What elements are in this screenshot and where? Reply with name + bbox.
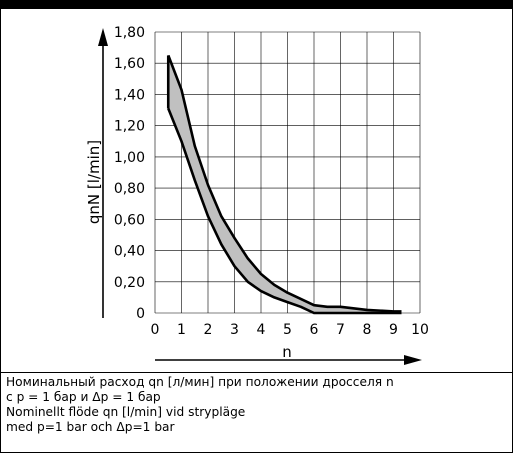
- chart-axes: [98, 28, 422, 365]
- x-tick-label: 8: [363, 322, 372, 338]
- caption-line-1: Номинальный расход qn [л/мин] при положе…: [6, 375, 394, 389]
- flow-chart: 0 1 2 3 4 5 6 7 8 9 10 0 0,20 0,40 0,60 0,80 1,00 1,20 1,…: [85, 25, 429, 365]
- x-tick-label: 6: [310, 322, 319, 338]
- y-arrow-head: [98, 28, 108, 46]
- y-tick-label: 1,60: [114, 56, 145, 72]
- x-tick-labels: 0 1 2 3 4 5 6 7 8 9 10: [151, 322, 429, 338]
- x-tick-label: 9: [389, 322, 398, 338]
- y-tick-label: 0,80: [114, 181, 145, 197]
- y-tick-label: 0,40: [114, 244, 145, 260]
- chart-area: [166, 54, 402, 315]
- y-tick-label: 0: [136, 306, 145, 322]
- upper-curve: [167, 54, 402, 313]
- x-tick-label: 4: [257, 322, 266, 338]
- top-bar: [0, 0, 513, 9]
- lower-curve: [167, 108, 402, 315]
- y-axis-label: qnN [l/min]: [85, 140, 103, 224]
- caption-line-2: с p = 1 бар и Δp = 1 бар: [6, 390, 161, 404]
- x-tick-label: 2: [204, 322, 213, 338]
- y-tick-label: 1,20: [114, 119, 145, 135]
- x-arrow-head: [404, 355, 422, 365]
- x-tick-label: 10: [411, 322, 429, 338]
- range-band: [168, 55, 402, 314]
- caption-divider: [0, 372, 513, 373]
- caption-line-3: Nominellt flöde qn [l/min] vid strypläge: [6, 405, 246, 419]
- y-tick-label: 1,00: [114, 150, 145, 166]
- x-axis-label: n: [282, 343, 292, 361]
- x-tick-label: 5: [283, 322, 292, 338]
- caption-line-4: med p=1 bar och Δp=1 bar: [6, 420, 175, 434]
- x-tick-label: 1: [177, 322, 186, 338]
- y-tick-label: 1,40: [114, 87, 145, 103]
- x-tick-label: 3: [230, 322, 239, 338]
- y-tick-labels: 0 0,20 0,40 0,60 0,80 1,00 1,20 1,40 1,60 1,80: [114, 25, 145, 322]
- y-tick-label: 0,20: [114, 275, 145, 291]
- y-tick-label: 1,80: [114, 25, 145, 41]
- y-tick-label: 0,60: [114, 212, 145, 228]
- caption: Номинальный расход qn [л/мин] при положе…: [6, 375, 506, 435]
- x-tick-label: 0: [151, 322, 160, 338]
- x-tick-label: 7: [336, 322, 345, 338]
